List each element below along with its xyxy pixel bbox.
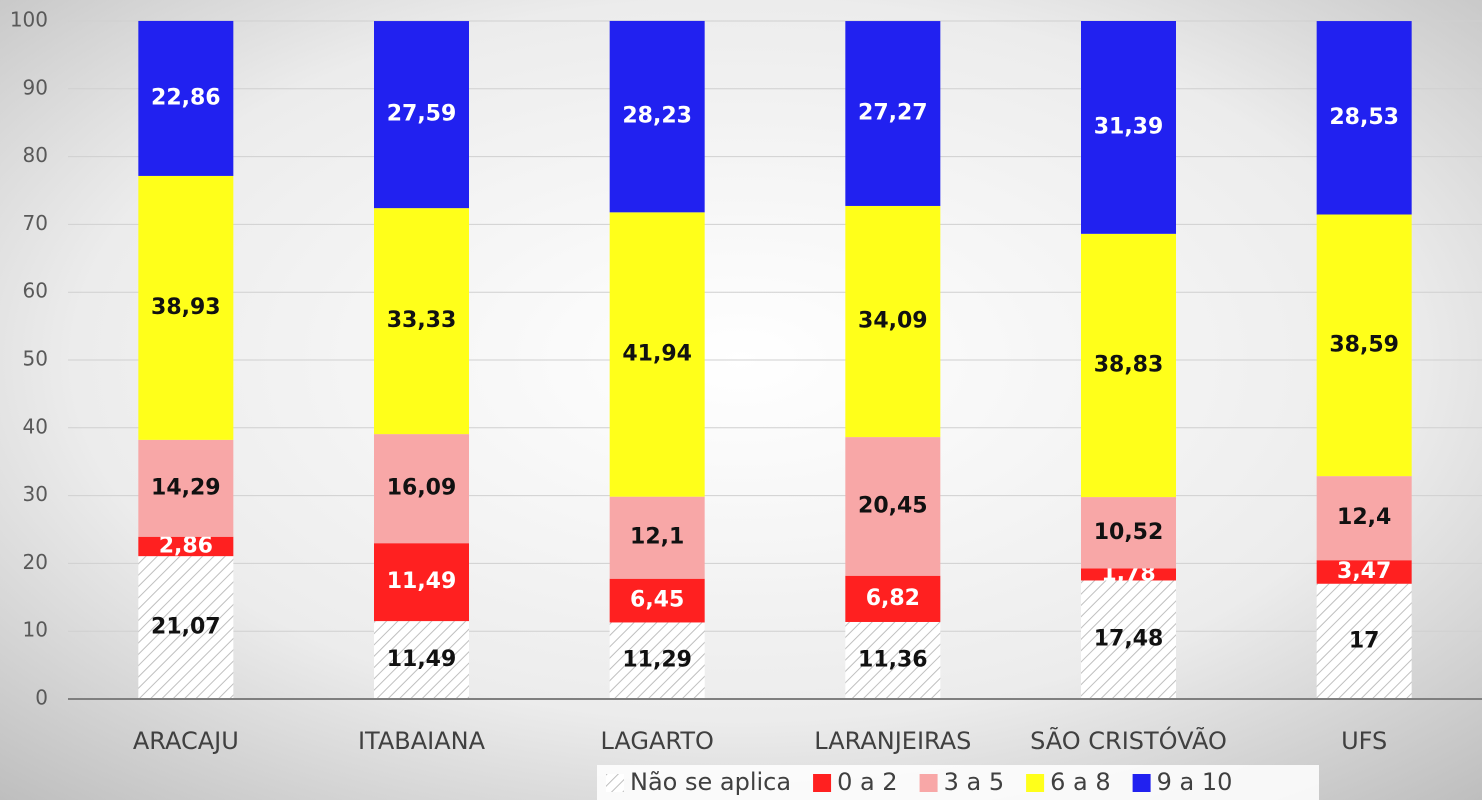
legend-label: 6 a 8: [1050, 768, 1111, 796]
value-label: 41,94: [622, 342, 692, 367]
value-label: 21,07: [151, 615, 221, 640]
y-tick-label: 70: [23, 211, 48, 235]
value-label: 10,52: [1094, 520, 1164, 545]
bar-segment: [1316, 21, 1412, 215]
bar-segment: [1081, 233, 1176, 498]
value-label: 11,36: [858, 647, 928, 672]
bar-segment: [138, 175, 234, 440]
bar-segment: [845, 621, 941, 699]
value-label: 16,09: [387, 476, 457, 501]
x-tick-label: LAGARTO: [600, 727, 713, 755]
value-label: 31,39: [1094, 114, 1164, 139]
bar-segment: [1081, 568, 1176, 581]
y-tick-label: 0: [35, 686, 48, 710]
bar-segment: [374, 543, 469, 622]
legend-box: [597, 765, 1319, 800]
y-tick-label: 50: [23, 347, 48, 371]
bar-segment: [1316, 476, 1412, 561]
legend-marker: [1132, 774, 1151, 792]
x-tick-label: UFS: [1341, 727, 1387, 755]
bar-segment: [138, 536, 234, 557]
bar-segment: [138, 20, 234, 176]
value-label: 14,29: [151, 475, 221, 500]
bar-segment: [609, 578, 705, 623]
x-tick-label: LARANJEIRAS: [814, 727, 971, 755]
value-label: 27,27: [858, 101, 928, 126]
bar-segment: [845, 21, 941, 206]
value-label: 12,4: [1337, 505, 1391, 530]
value-label: 27,59: [387, 102, 457, 127]
bar-segment: [138, 439, 234, 537]
value-label: 38,83: [1094, 352, 1164, 377]
legend-marker: [1026, 774, 1045, 792]
value-label: 33,33: [387, 308, 457, 333]
y-tick-label: 90: [23, 75, 48, 99]
value-label: 17: [1349, 628, 1380, 653]
value-label: 12,1: [630, 525, 684, 550]
y-tick-label: 10: [23, 618, 48, 642]
legend-marker: [813, 774, 832, 792]
value-label: 17,48: [1094, 627, 1164, 652]
legend-marker: [606, 774, 624, 792]
y-tick-label: 30: [23, 482, 48, 506]
bar-segment: [374, 434, 469, 544]
bar-segment: [1316, 583, 1412, 699]
value-label: 34,09: [858, 309, 928, 334]
y-tick-label: 20: [23, 550, 48, 574]
y-tick-label: 100: [10, 8, 48, 32]
bar-segment: [374, 21, 469, 209]
value-label: 2,86: [159, 533, 213, 558]
bar-segment: [845, 575, 941, 622]
x-tick-label: ITABAIANA: [358, 727, 486, 755]
bar-segment: [1081, 21, 1176, 234]
value-label: 28,53: [1329, 105, 1399, 130]
legend-marker: [919, 774, 938, 792]
value-label: 22,86: [151, 85, 221, 110]
bar-segment: [609, 496, 705, 579]
x-tick-label: ARACAJU: [133, 727, 239, 755]
bar-segment: [138, 556, 234, 699]
value-label: 6,82: [866, 586, 920, 611]
value-label: 11,49: [387, 569, 457, 594]
value-label: 11,29: [622, 648, 692, 673]
bar-segment: [845, 437, 941, 576]
y-tick-label: 40: [23, 414, 48, 438]
value-label: 6,45: [630, 588, 684, 613]
legend-label: 9 a 10: [1157, 768, 1233, 796]
bar-segment: [1081, 580, 1176, 699]
bar-segment: [609, 622, 705, 699]
bar-segment: [374, 208, 469, 435]
value-label: 38,93: [151, 295, 221, 320]
bar-segment: [1316, 214, 1412, 477]
value-label: 11,49: [387, 647, 457, 672]
value-label: 20,45: [858, 493, 928, 518]
legend-label: 3 a 5: [944, 768, 1005, 796]
bar-segment: [1081, 497, 1176, 569]
value-label: 3,47: [1337, 559, 1391, 584]
bar-segment: [609, 212, 705, 497]
legend-label: 0 a 2: [837, 768, 898, 796]
bar-segment: [845, 205, 941, 438]
y-tick-label: 60: [23, 279, 48, 303]
bar-segment: [374, 621, 469, 699]
value-label: 28,23: [622, 104, 692, 129]
value-label: 38,59: [1329, 332, 1399, 357]
bar-segment: [1316, 560, 1412, 584]
legend-label: Não se aplica: [630, 768, 791, 796]
y-tick-label: 80: [23, 143, 48, 167]
bar-segment: [609, 20, 705, 213]
x-tick-label: SÃO CRISTÓVÃO: [1030, 725, 1227, 755]
